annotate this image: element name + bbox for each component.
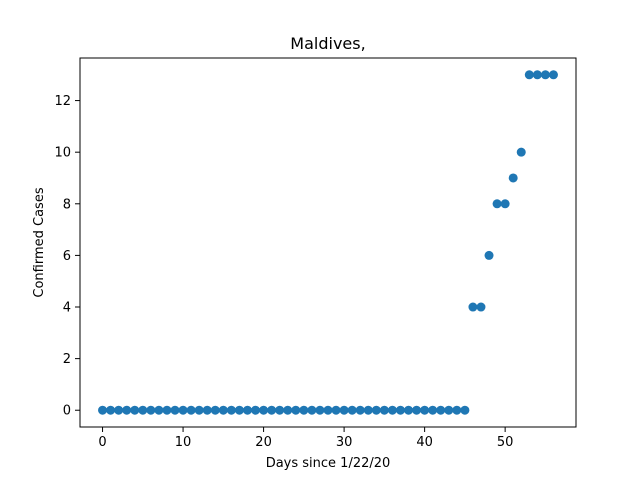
data-point (299, 405, 309, 415)
data-point (516, 147, 526, 157)
data-point (251, 405, 261, 415)
y-tick-label: 2 (63, 352, 71, 367)
data-point (307, 405, 317, 415)
data-point (259, 405, 269, 415)
data-point (186, 405, 196, 415)
data-point (460, 405, 470, 415)
data-point (484, 250, 494, 260)
x-tick-label: 40 (416, 435, 433, 450)
data-point (267, 405, 277, 415)
data-point (218, 405, 228, 415)
data-point (242, 405, 252, 415)
y-tick-label: 0 (63, 404, 71, 419)
data-point (444, 405, 454, 415)
data-point (468, 302, 478, 312)
data-point (500, 199, 510, 209)
data-point (315, 405, 325, 415)
data-point (428, 405, 438, 415)
data-point (524, 70, 534, 80)
data-point (283, 405, 293, 415)
x-axis-ticks: 0 10 20 30 40 50 (98, 427, 513, 450)
data-point (331, 405, 341, 415)
y-tick-label: 4 (63, 301, 71, 316)
data-point (420, 405, 430, 415)
chart-title: Maldives, (290, 34, 365, 53)
data-point (452, 405, 462, 415)
data-point (379, 405, 389, 415)
data-point (114, 405, 124, 415)
data-points (98, 70, 558, 415)
y-tick-label: 12 (54, 94, 71, 109)
x-tick-label: 0 (98, 435, 106, 450)
data-point (291, 405, 301, 415)
data-point (106, 405, 116, 415)
data-point (170, 405, 180, 415)
data-point (122, 405, 132, 415)
data-point (412, 405, 422, 415)
data-point (323, 405, 333, 415)
data-point (395, 405, 405, 415)
data-point (202, 405, 212, 415)
data-point (194, 405, 204, 415)
data-point (347, 405, 357, 415)
data-point (146, 405, 156, 415)
x-tick-label: 30 (336, 435, 353, 450)
data-point (476, 302, 486, 312)
data-point (508, 173, 518, 183)
x-axis-title: Days since 1/22/20 (266, 456, 391, 471)
data-point (492, 199, 502, 209)
x-tick-label: 10 (175, 435, 192, 450)
data-point (130, 405, 140, 415)
x-tick-label: 50 (497, 435, 514, 450)
data-point (548, 70, 558, 80)
data-point (226, 405, 236, 415)
y-tick-label: 10 (54, 146, 71, 161)
y-axis-ticks: 0 2 4 6 8 10 12 (54, 94, 80, 419)
data-point (355, 405, 365, 415)
data-point (275, 405, 285, 415)
data-point (540, 70, 550, 80)
data-point (210, 405, 220, 415)
data-point (178, 405, 188, 415)
x-tick-label: 20 (255, 435, 272, 450)
data-point (154, 405, 164, 415)
axes-frame (79, 57, 577, 428)
data-point (234, 405, 244, 415)
data-point (363, 405, 373, 415)
data-point (436, 405, 446, 415)
data-point (162, 405, 172, 415)
plot-area (79, 57, 577, 428)
data-point (371, 405, 381, 415)
data-point (387, 405, 397, 415)
y-tick-label: 6 (63, 249, 71, 264)
data-point (98, 405, 108, 415)
y-axis-title: Confirmed Cases (32, 187, 47, 297)
data-point (138, 405, 148, 415)
data-point (532, 70, 542, 80)
data-point (339, 405, 349, 415)
y-tick-label: 8 (63, 197, 71, 212)
data-point (404, 405, 414, 415)
